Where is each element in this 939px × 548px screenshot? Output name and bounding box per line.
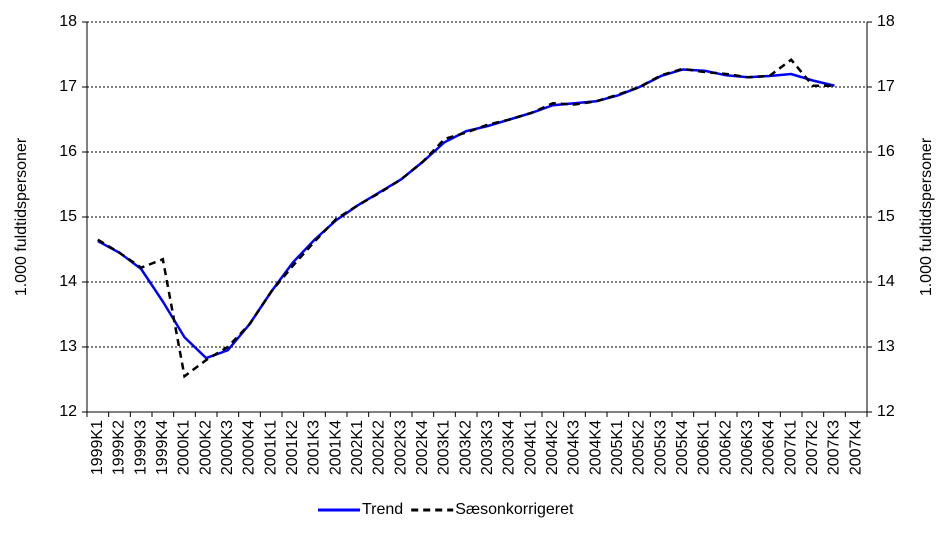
y2-axis-label: 1.000 fuldtidspersoner	[918, 137, 935, 296]
y2-tick-label: 15	[877, 208, 895, 225]
series-line	[97, 68, 835, 360]
y2-tick-label: 13	[877, 338, 895, 355]
legend-label: Sæsonkorrigeret	[455, 501, 574, 518]
y2-tick-label: 18	[877, 13, 895, 30]
x-tick-label: 2007K3	[826, 420, 843, 475]
x-tick-label: 2005K2	[631, 420, 648, 475]
x-tick-label: 2001K1	[262, 420, 279, 475]
x-tick-label: 2006K2	[717, 420, 734, 475]
y-tick-label: 13	[59, 338, 77, 355]
x-tick-label: 2005K4	[674, 420, 691, 475]
y2-tick-label: 16	[877, 143, 895, 160]
x-tick-label: 1999K1	[89, 420, 106, 475]
x-tick-label: 1999K3	[132, 420, 149, 475]
x-tick-label: 2001K4	[327, 420, 344, 475]
x-tick-label: 2000K3	[219, 420, 236, 475]
x-tick-label: 2001K2	[284, 420, 301, 475]
x-tick-label: 2003K1	[436, 420, 453, 475]
y-tick-label: 15	[59, 208, 77, 225]
x-tick-label: 2007K1	[782, 420, 799, 475]
x-tick-label: 2005K3	[652, 420, 669, 475]
x-tick-label: 2004K2	[544, 420, 561, 475]
x-tick-label: 2002K1	[349, 420, 366, 475]
x-tick-label: 1999K2	[111, 420, 128, 475]
x-tick-label: 2004K3	[566, 420, 583, 475]
x-tick-label: 2006K4	[761, 420, 778, 475]
x-tick-label: 2006K1	[696, 420, 713, 475]
y-axis-label: 1.000 fuldtidspersoner	[13, 137, 30, 296]
x-tick-label: 2003K3	[479, 420, 496, 475]
x-tick-label: 1999K4	[154, 420, 171, 475]
x-tick-label: 2007K2	[804, 420, 821, 475]
y-tick-label: 18	[59, 13, 77, 30]
x-tick-label: 2004K4	[587, 420, 604, 475]
y2-tick-label: 14	[877, 273, 895, 290]
x-tick-label: 2002K2	[371, 420, 388, 475]
y-tick-label: 17	[59, 78, 77, 95]
x-tick-label: 2002K3	[392, 420, 409, 475]
x-tick-label: 2005K1	[609, 420, 626, 475]
legend-label: Trend	[362, 501, 403, 518]
x-tick-label: 2003K4	[501, 420, 518, 475]
x-tick-label: 2000K2	[197, 420, 214, 475]
x-tick-label: 2000K4	[241, 420, 258, 475]
x-tick-label: 2001K3	[306, 420, 323, 475]
series-line	[97, 57, 835, 379]
x-tick-label: 2003K2	[457, 420, 474, 475]
y2-tick-label: 12	[877, 403, 895, 420]
x-tick-label: 2007K4	[847, 420, 864, 475]
y-tick-label: 16	[59, 143, 77, 160]
x-tick-label: 2000K1	[176, 420, 193, 475]
x-tick-label: 2004K1	[522, 420, 539, 475]
y-tick-label: 14	[59, 273, 77, 290]
y-tick-label: 12	[59, 403, 77, 420]
y2-tick-label: 17	[877, 78, 895, 95]
x-tick-label: 2002K4	[414, 420, 431, 475]
x-tick-label: 2006K3	[739, 420, 756, 475]
